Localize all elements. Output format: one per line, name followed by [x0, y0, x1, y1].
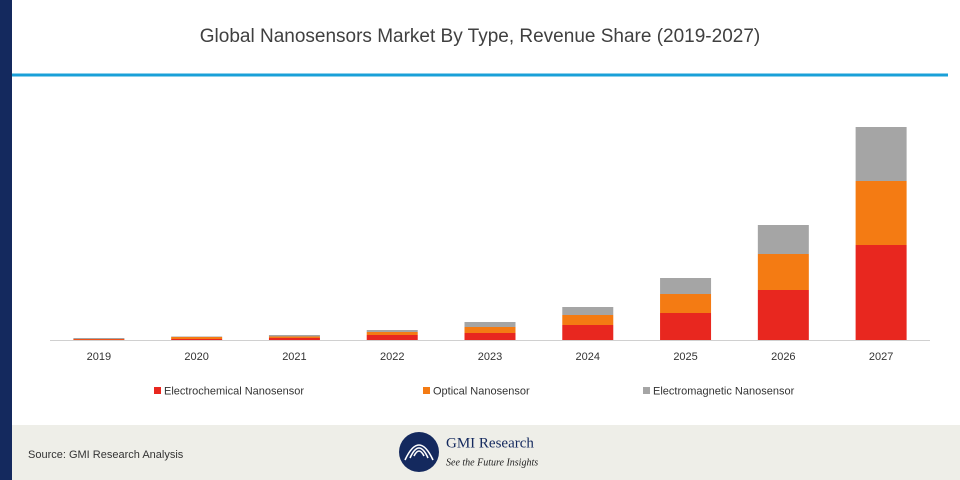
- bar-segment: [562, 315, 614, 325]
- bar-segment: [757, 225, 809, 254]
- bar-segment: [73, 339, 125, 340]
- bar-segment: [757, 254, 809, 290]
- bar-segment: [171, 337, 223, 339]
- bar-segment: [73, 338, 125, 339]
- bar-segment: [562, 307, 614, 315]
- bar-segment: [855, 245, 907, 340]
- x-tick-label: 2021: [282, 351, 306, 363]
- legend-label: Electromagnetic Nanosensor: [653, 385, 795, 397]
- bar-segment: [171, 336, 223, 337]
- logo-mark: [404, 444, 434, 461]
- x-tick-label: 2023: [478, 351, 502, 363]
- bar-segment: [464, 327, 516, 333]
- bar-segment: [464, 322, 516, 327]
- x-tick-label: 2024: [576, 351, 600, 363]
- brand: GMI Research: [446, 435, 534, 451]
- bar-segment: [366, 332, 418, 335]
- x-tick-label: 2019: [87, 351, 111, 363]
- legend-swatch: [643, 387, 650, 394]
- footer-band: [12, 425, 960, 480]
- source: Source: GMI Research Analysis: [28, 449, 184, 461]
- bar-segment: [268, 335, 320, 337]
- x-tick-label: 2022: [380, 351, 404, 363]
- bar-segment: [660, 278, 712, 294]
- bar-segment: [757, 290, 809, 340]
- side-stripe: [0, 0, 12, 480]
- bar-segment: [464, 333, 516, 340]
- bar-segment: [855, 127, 907, 181]
- legend-swatch: [423, 387, 430, 394]
- tagline: See the Future Insights: [446, 457, 538, 468]
- bar-segment: [268, 336, 320, 338]
- bar-segment: [171, 339, 223, 340]
- x-tick-label: 2026: [771, 351, 795, 363]
- bar-segment: [366, 330, 418, 332]
- bar-segment: [562, 325, 614, 340]
- bar-segment: [268, 338, 320, 340]
- x-tick-label: 2027: [869, 351, 893, 363]
- bar-segment: [73, 339, 125, 340]
- bar-segment: [660, 294, 712, 313]
- bar-segment: [855, 181, 907, 245]
- logo: [399, 432, 439, 472]
- bar-segment: [366, 335, 418, 340]
- legend-label: Optical Nanosensor: [433, 385, 530, 397]
- bar-segment: [660, 313, 712, 340]
- legend-label: Electrochemical Nanosensor: [164, 385, 304, 397]
- chart-title: Global Nanosensors Market By Type, Reven…: [200, 26, 760, 47]
- x-tick-label: 2025: [673, 351, 697, 363]
- legend-swatch: [154, 387, 161, 394]
- x-tick-label: 2020: [184, 351, 208, 363]
